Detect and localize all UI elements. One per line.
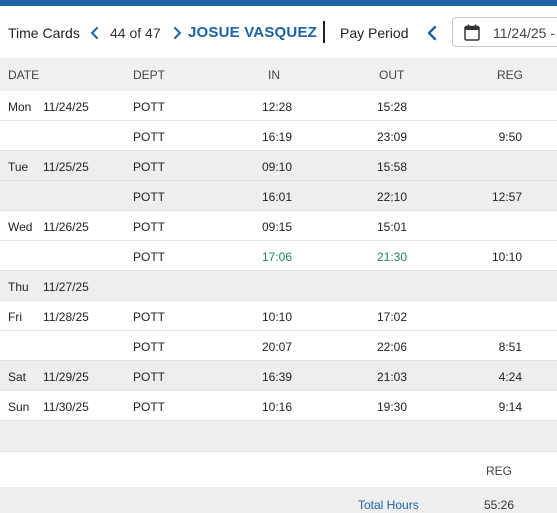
- table-row[interactable]: Mon 11/24/25 POTT 12:28 15:28: [0, 91, 557, 121]
- table-row[interactable]: Tue 11/25/25 POTT 09:10 15:58: [0, 151, 557, 181]
- record-counter: 44 of 47: [110, 25, 161, 41]
- chevron-left-icon: [427, 25, 437, 41]
- timecard-header: Time Cards 44 of 47 JOSUE VASQUEZ Pay Pe…: [0, 6, 557, 58]
- column-header-out: OUT: [379, 68, 405, 82]
- row-date: 11/29/25: [43, 370, 89, 384]
- row-date: 11/24/25: [43, 100, 89, 114]
- row-dept: POTT: [133, 160, 165, 174]
- row-dept: POTT: [133, 310, 165, 324]
- table-row[interactable]: POTT 16:01 22:10 12:57: [0, 181, 557, 211]
- row-time-out: 19:30: [377, 400, 408, 414]
- table-row[interactable]: Wed 11/26/25 POTT 09:15 15:01: [0, 211, 557, 241]
- column-header-reg: REG: [497, 68, 524, 82]
- row-date: 11/27/25: [43, 280, 89, 294]
- row-dept: POTT: [133, 190, 165, 204]
- row-date: 11/30/25: [43, 400, 89, 414]
- row-time-in: 17:06: [262, 250, 293, 264]
- total-hours-row: Total Hours 55:26: [0, 487, 557, 513]
- row-dept: POTT: [133, 220, 165, 234]
- table-row[interactable]: POTT 16:19 23:09 9:50: [0, 121, 557, 151]
- row-time-in: 10:10: [262, 310, 293, 324]
- table-row[interactable]: POTT 20:07 22:06 8:51: [0, 331, 557, 361]
- calendar-icon: [464, 24, 480, 41]
- row-time-out: 22:10: [377, 190, 408, 204]
- row-date: 11/25/25: [43, 160, 89, 174]
- row-time-out: 15:58: [377, 160, 408, 174]
- previous-employee-button[interactable]: [87, 23, 103, 43]
- row-dept: POTT: [133, 100, 165, 114]
- row-dept: POTT: [133, 130, 165, 144]
- table-row[interactable]: Fri 11/28/25 POTT 10:10 17:02: [0, 301, 557, 331]
- pay-period-label: Pay Period: [340, 25, 409, 41]
- day-of-week: Sat: [8, 370, 27, 384]
- row-time-out: 15:28: [377, 100, 408, 114]
- table-row[interactable]: Sun 11/30/25 POTT 10:16 19:30 9:14: [0, 391, 557, 421]
- row-time-in: 16:01: [262, 190, 293, 204]
- row-time-out: 22:06: [377, 340, 408, 354]
- row-time-in: 10:16: [262, 400, 293, 414]
- row-reg-hours: 9:50: [498, 130, 522, 144]
- day-of-week: Thu: [8, 280, 29, 294]
- row-time-in: 12:28: [262, 100, 293, 114]
- total-hours-label: Total Hours: [358, 498, 419, 512]
- header-divider: [323, 21, 325, 43]
- day-of-week: Wed: [8, 220, 33, 234]
- chevron-right-icon: [174, 27, 181, 39]
- row-reg-hours: 9:14: [498, 400, 522, 414]
- row-dept: POTT: [133, 250, 165, 264]
- next-employee-button[interactable]: [169, 23, 185, 43]
- summary-header: REG: [0, 451, 557, 487]
- page-title: Time Cards: [8, 25, 80, 41]
- day-of-week: Tue: [8, 160, 29, 174]
- column-header-dept: DEPT: [133, 68, 166, 82]
- row-time-in: 20:07: [262, 340, 293, 354]
- row-dept: POTT: [133, 400, 165, 414]
- row-reg-hours: 12:57: [491, 190, 522, 204]
- row-time-in: 09:10: [262, 160, 293, 174]
- row-reg-hours: 8:51: [498, 340, 522, 354]
- row-date: 11/26/25: [43, 220, 89, 234]
- table-row[interactable]: POTT 17:06 21:30 10:10: [0, 241, 557, 271]
- total-hours-value: 55:26: [484, 498, 515, 512]
- previous-period-button[interactable]: [423, 23, 441, 43]
- pay-period-date: 11/24/25 -: [493, 25, 556, 41]
- row-time-in: 16:19: [262, 130, 293, 144]
- timecard-table-body: Mon 11/24/25 POTT 12:28 15:28 POTT 16:19 23:09 9…: [0, 91, 557, 421]
- column-header-date: DATE: [8, 68, 40, 82]
- row-time-in: 09:15: [262, 220, 293, 234]
- row-reg-hours: 10:10: [491, 250, 522, 264]
- day-of-week: Fri: [8, 310, 22, 324]
- row-time-out: 21:30: [377, 250, 408, 264]
- day-of-week: Mon: [8, 100, 32, 114]
- top-accent-bar: [0, 0, 557, 6]
- chevron-left-icon: [91, 27, 98, 39]
- employee-name-link[interactable]: JOSUE VASQUEZ: [188, 24, 318, 41]
- column-header-in: IN: [268, 68, 280, 82]
- table-row[interactable]: Thu 11/27/25: [0, 271, 557, 301]
- row-reg-hours: 4:24: [498, 370, 522, 384]
- row-dept: POTT: [133, 340, 165, 354]
- day-of-week: Sun: [8, 400, 30, 414]
- row-time-out: 21:03: [377, 370, 408, 384]
- row-time-in: 16:39: [262, 370, 293, 384]
- table-row[interactable]: Sat 11/29/25 POTT 16:39 21:03 4:24: [0, 361, 557, 391]
- row-dept: POTT: [133, 370, 165, 384]
- row-date: 11/28/25: [43, 310, 89, 324]
- pay-period-date-picker[interactable]: 11/24/25 -: [452, 17, 557, 47]
- row-time-out: 17:02: [377, 310, 408, 324]
- row-time-out: 15:01: [377, 220, 408, 234]
- table-header: DATE DEPT IN OUT REG: [0, 58, 557, 91]
- row-time-out: 23:09: [377, 130, 408, 144]
- summary-reg-header: REG: [486, 464, 513, 478]
- table-spacer-row: [0, 421, 557, 451]
